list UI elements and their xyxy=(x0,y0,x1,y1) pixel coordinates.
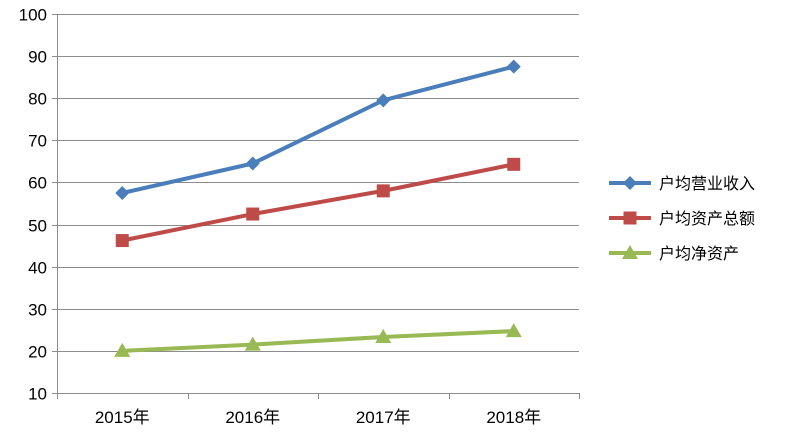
legend-item: 户均营业收入 xyxy=(609,174,755,193)
series-line-0 xyxy=(120,64,516,195)
y-tick-label: 60 xyxy=(28,174,47,193)
data-point-triangle xyxy=(244,336,261,351)
y-tick-label: 80 xyxy=(28,90,47,109)
legend-marker-triangle xyxy=(622,245,638,259)
y-tick-label: 30 xyxy=(28,301,47,320)
x-tick-label: 2018年 xyxy=(486,408,541,427)
legend-label: 户均净资产 xyxy=(659,244,739,263)
data-point-diamond xyxy=(115,185,130,200)
x-tick-label: 2016年 xyxy=(225,408,280,427)
data-point-square xyxy=(246,207,260,221)
legend-label: 户均资产总额 xyxy=(659,209,755,228)
data-point-diamond xyxy=(506,59,521,74)
x-tick-label: 2015年 xyxy=(95,408,150,427)
series-line-2 xyxy=(120,329,516,353)
y-tick-label: 100 xyxy=(19,6,47,25)
legend-label: 户均营业收入 xyxy=(659,174,755,193)
legend-item: 户均净资产 xyxy=(609,244,739,263)
x-axis-tick-labels: 2015年 2016年 2017年 2018年 xyxy=(95,408,541,427)
legend-marker-diamond xyxy=(623,176,637,190)
y-tick-label: 90 xyxy=(28,48,47,67)
data-point-square xyxy=(507,157,521,171)
x-tick-label: 2017年 xyxy=(356,408,411,427)
axes xyxy=(57,14,580,399)
y-tick-label: 20 xyxy=(28,343,47,362)
data-point-triangle xyxy=(375,328,392,343)
series-line-1 xyxy=(120,162,516,243)
legend-marker-square xyxy=(623,211,637,225)
data-point-diamond xyxy=(376,93,391,108)
y-tick-label: 70 xyxy=(28,132,47,151)
y-axis-tick-labels: 10 20 30 40 50 60 70 80 90 100 xyxy=(19,6,47,404)
series-markers xyxy=(114,59,522,357)
series-lines xyxy=(120,64,516,353)
y-tick-label: 40 xyxy=(28,259,47,278)
data-point-square xyxy=(115,234,129,248)
legend-item: 户均资产总额 xyxy=(609,209,755,228)
data-point-triangle xyxy=(114,342,131,357)
y-tick-label: 50 xyxy=(28,217,47,236)
data-point-diamond xyxy=(245,156,260,171)
data-point-square xyxy=(376,184,390,198)
y-tick-label: 10 xyxy=(28,385,47,404)
data-point-triangle xyxy=(505,323,522,338)
